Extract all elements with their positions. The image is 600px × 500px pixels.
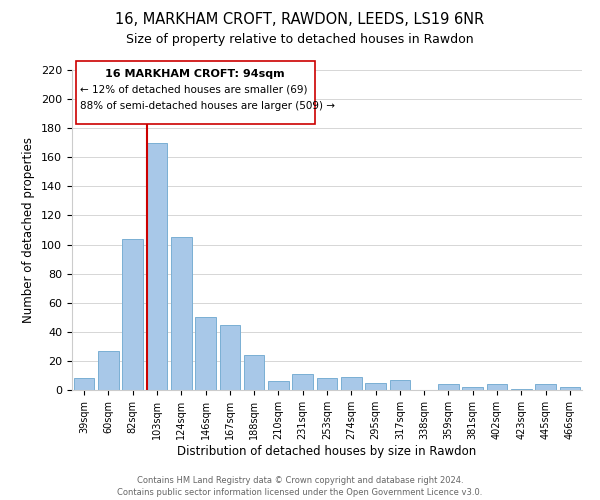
Bar [438,384,459,390]
Bar [98,350,119,390]
Text: ← 12% of detached houses are smaller (69): ← 12% of detached houses are smaller (69… [80,84,308,94]
Bar [317,378,337,390]
Bar [365,382,386,390]
X-axis label: Distribution of detached houses by size in Rawdon: Distribution of detached houses by size … [178,444,476,458]
Bar [220,324,240,390]
Bar [76,62,315,124]
Bar [171,238,191,390]
Bar [487,384,508,390]
Bar [511,388,532,390]
Y-axis label: Number of detached properties: Number of detached properties [22,137,35,323]
Bar [463,387,483,390]
Bar [535,384,556,390]
Bar [195,318,216,390]
Bar [292,374,313,390]
Text: 16 MARKHAM CROFT: 94sqm: 16 MARKHAM CROFT: 94sqm [106,70,285,80]
Bar [560,387,580,390]
Text: 88% of semi-detached houses are larger (509) →: 88% of semi-detached houses are larger (… [80,100,335,110]
Text: Contains public sector information licensed under the Open Government Licence v3: Contains public sector information licen… [118,488,482,497]
Bar [341,377,362,390]
Bar [74,378,94,390]
Bar [146,142,167,390]
Bar [268,382,289,390]
Bar [122,238,143,390]
Text: 16, MARKHAM CROFT, RAWDON, LEEDS, LS19 6NR: 16, MARKHAM CROFT, RAWDON, LEEDS, LS19 6… [115,12,485,28]
Bar [244,355,265,390]
Text: Size of property relative to detached houses in Rawdon: Size of property relative to detached ho… [126,32,474,46]
Text: Contains HM Land Registry data © Crown copyright and database right 2024.: Contains HM Land Registry data © Crown c… [137,476,463,485]
Bar [389,380,410,390]
